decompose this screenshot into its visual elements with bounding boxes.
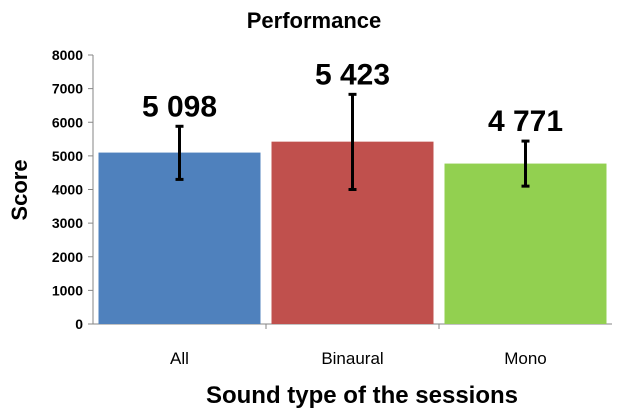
y-axis-label: Score xyxy=(7,159,32,220)
y-tick-label: 8000 xyxy=(52,47,83,63)
y-tick-label: 7000 xyxy=(52,81,83,97)
error-bars-group xyxy=(175,92,530,191)
data-label: 5 098 xyxy=(142,90,217,123)
bars-group xyxy=(98,141,607,324)
data-label: 4 771 xyxy=(488,105,563,138)
y-tick-label: 6000 xyxy=(52,114,83,130)
x-axis-label: Sound type of the sessions xyxy=(206,382,518,408)
x-tick-label: Mono xyxy=(504,349,547,368)
y-tick-label: 2000 xyxy=(52,249,83,265)
labels-group: All 5 098 Binaural 5 423 Mono 4 771 xyxy=(142,58,563,368)
data-label: 5 423 xyxy=(315,58,390,91)
bar xyxy=(444,163,607,324)
x-tick-label: All xyxy=(170,349,189,368)
y-tick-label: 0 xyxy=(75,316,83,332)
y-tick-label: 4000 xyxy=(52,182,83,198)
chart-title: Performance xyxy=(247,8,382,33)
axes: 0 1000 2000 3000 4000 5000 6000 7000 8000 xyxy=(52,47,612,332)
y-tick-label: 3000 xyxy=(52,215,83,231)
x-tick-label: Binaural xyxy=(321,349,383,368)
y-tick-label: 5000 xyxy=(52,148,83,164)
bar xyxy=(98,152,261,324)
y-tick-label: 1000 xyxy=(52,282,83,298)
